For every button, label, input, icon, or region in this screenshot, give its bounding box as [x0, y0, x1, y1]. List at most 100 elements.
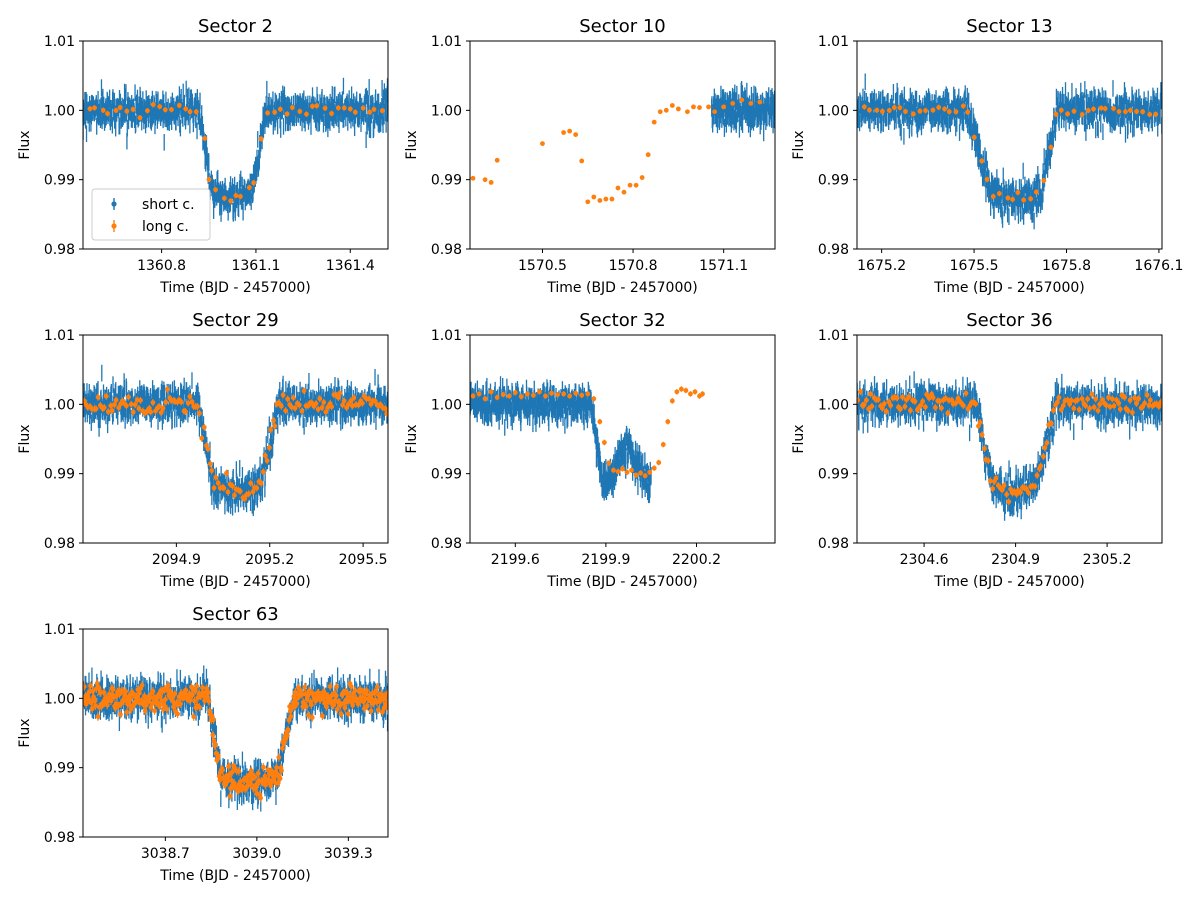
data-point-long — [920, 397, 926, 405]
plot-area — [857, 371, 1162, 521]
data-point-long — [1033, 189, 1039, 195]
data-point-long — [917, 108, 923, 114]
data-point-long — [1134, 108, 1139, 115]
data-point-long — [629, 467, 634, 473]
data-point-long — [322, 105, 328, 111]
data-point-long — [117, 104, 123, 111]
data-point-long — [633, 472, 639, 478]
data-point-long — [621, 189, 627, 195]
y-tick-label: 0.98 — [818, 242, 849, 258]
data-point-long — [555, 391, 560, 398]
panel-title: Sector 2 — [198, 16, 273, 37]
x-tick-label: 2199.6 — [491, 552, 540, 568]
x-tick-label: 2095.5 — [339, 552, 388, 568]
data-point-long — [906, 393, 912, 401]
data-point-long — [201, 423, 207, 431]
data-point-long — [124, 402, 129, 410]
data-point-long — [103, 392, 109, 400]
legend-box — [91, 188, 211, 241]
data-point-long — [996, 190, 1002, 197]
data-point-long — [549, 390, 554, 397]
data-point-long — [209, 467, 215, 475]
data-point-long — [606, 460, 612, 467]
data-point-long — [272, 422, 278, 430]
data-point-long — [912, 397, 918, 405]
data-point-long — [645, 152, 651, 158]
data-point-long — [221, 195, 227, 202]
data-point-long — [757, 99, 763, 105]
data-point-long — [359, 399, 365, 407]
legend-marker-long — [111, 220, 117, 232]
data-point-long — [251, 179, 257, 186]
series-long — [87, 101, 385, 204]
series-short — [857, 73, 1162, 230]
data-point-long — [183, 106, 189, 112]
data-point-long — [92, 105, 97, 111]
data-point-long — [739, 97, 745, 103]
data-point-long — [1111, 105, 1116, 112]
data-point-long — [1098, 105, 1104, 111]
data-point-long — [642, 472, 648, 479]
data-point-long — [1021, 197, 1027, 203]
y-tick-label: 0.98 — [44, 242, 75, 258]
data-point-long — [573, 390, 579, 397]
data-point-long — [923, 107, 928, 114]
data-point-long — [1010, 196, 1015, 203]
data-point-long — [651, 119, 657, 125]
data-point-long — [100, 107, 106, 114]
data-point-long — [561, 391, 567, 397]
x-tick-label: 1675.8 — [1042, 258, 1091, 274]
panel-title: Sector 32 — [579, 310, 666, 331]
data-point-long — [208, 460, 213, 468]
data-point-long — [990, 193, 996, 200]
data-point-long — [891, 104, 897, 111]
data-point-long — [543, 393, 548, 399]
data-point-long — [258, 136, 264, 142]
data-point-long — [277, 106, 283, 112]
x-tick-label: 2094.9 — [152, 552, 201, 568]
data-point-long — [352, 109, 358, 115]
data-point-long — [351, 394, 357, 402]
x-tick-label: 1360.8 — [137, 258, 186, 274]
data-point-long — [301, 387, 307, 395]
data-point-long — [861, 104, 867, 110]
plot-area — [83, 77, 388, 222]
data-point-long — [888, 402, 894, 409]
y-tick-label: 1.01 — [44, 328, 75, 344]
data-point-long — [561, 130, 567, 135]
plot-area — [857, 73, 1162, 230]
data-point-long — [113, 396, 119, 404]
series-short — [711, 80, 775, 142]
data-point-long — [943, 394, 948, 402]
data-point-long — [963, 389, 969, 397]
data-point-long — [615, 185, 621, 191]
data-point-long — [688, 391, 693, 397]
data-point-long — [232, 491, 237, 499]
data-point-long — [113, 107, 119, 114]
data-point-long — [158, 409, 164, 417]
x-tick-label: 1361.4 — [326, 258, 375, 274]
data-point-long — [999, 486, 1005, 494]
data-point-long — [886, 107, 892, 114]
data-point-long — [1153, 111, 1159, 118]
data-point-long — [730, 101, 736, 106]
data-point-long — [169, 106, 174, 113]
data-point-long — [260, 468, 266, 476]
data-point-long — [265, 110, 271, 116]
data-point-long — [289, 104, 295, 111]
data-point-long — [178, 398, 184, 406]
data-point-long — [1006, 498, 1012, 506]
data-point-long — [187, 393, 193, 401]
data-point-long — [176, 102, 182, 109]
data-point-long — [924, 390, 930, 398]
data-point-long — [285, 395, 291, 403]
data-point-long — [124, 108, 130, 114]
x-tick-label: 1676.1 — [1134, 258, 1183, 274]
axes-frame — [856, 40, 1163, 250]
data-point-long — [863, 396, 869, 404]
data-point-long — [197, 409, 202, 417]
data-point-long — [857, 396, 861, 404]
data-point-long — [936, 104, 942, 111]
data-point-long — [657, 109, 663, 115]
